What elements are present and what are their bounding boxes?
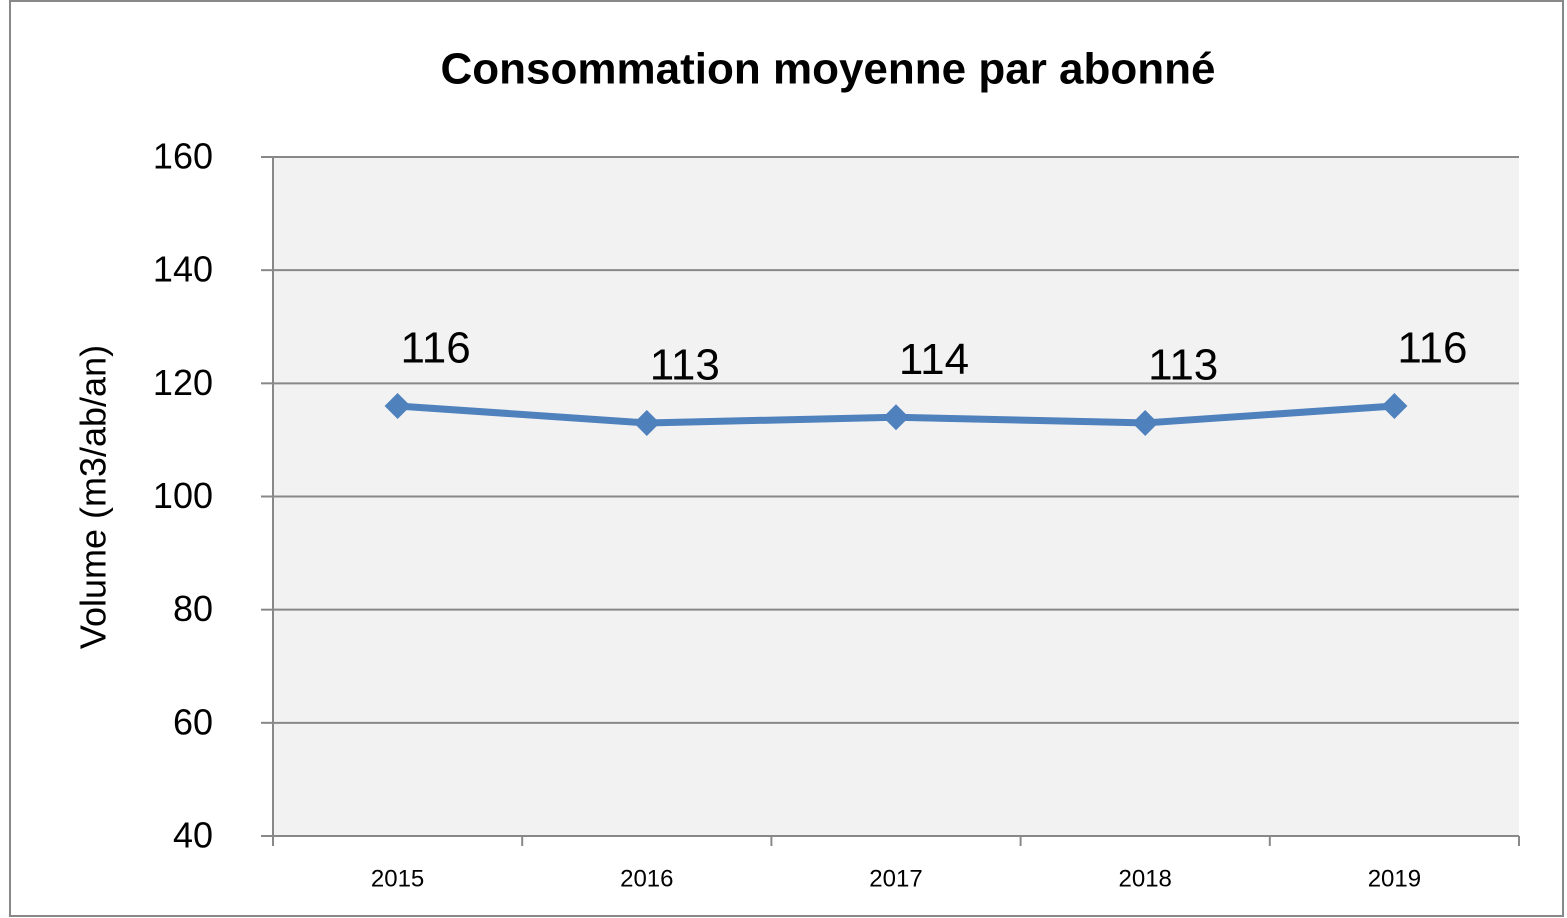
x-tick-label: 2015 [371,865,424,892]
marker [1132,409,1159,436]
x-tick-label: 2019 [1368,865,1421,892]
y-tick-label: 100 [153,475,213,516]
x-tick-label: 2017 [869,865,922,892]
chart-title: Consommation moyenne par abonné [441,45,1216,94]
data-label: 116 [401,324,471,373]
y-tick-label: 140 [153,249,213,290]
y-tick-label: 40 [173,815,213,856]
marker [633,409,660,436]
data-label: 114 [899,335,969,384]
y-tick-label: 160 [153,136,213,177]
data-label: 116 [1397,324,1467,373]
x-tick-label: 2018 [1119,865,1172,892]
marker [1381,392,1408,419]
marker [883,404,909,431]
marker [384,392,411,419]
y-axis-title: Volume (m3/ab/an) [73,345,114,649]
y-tick-label: 80 [173,588,213,629]
data-label: 113 [650,341,720,390]
y-tick-label: 60 [173,701,213,742]
data-label: 113 [1148,341,1218,390]
y-tick-label: 120 [153,362,213,403]
x-tick-label: 2016 [620,865,673,892]
